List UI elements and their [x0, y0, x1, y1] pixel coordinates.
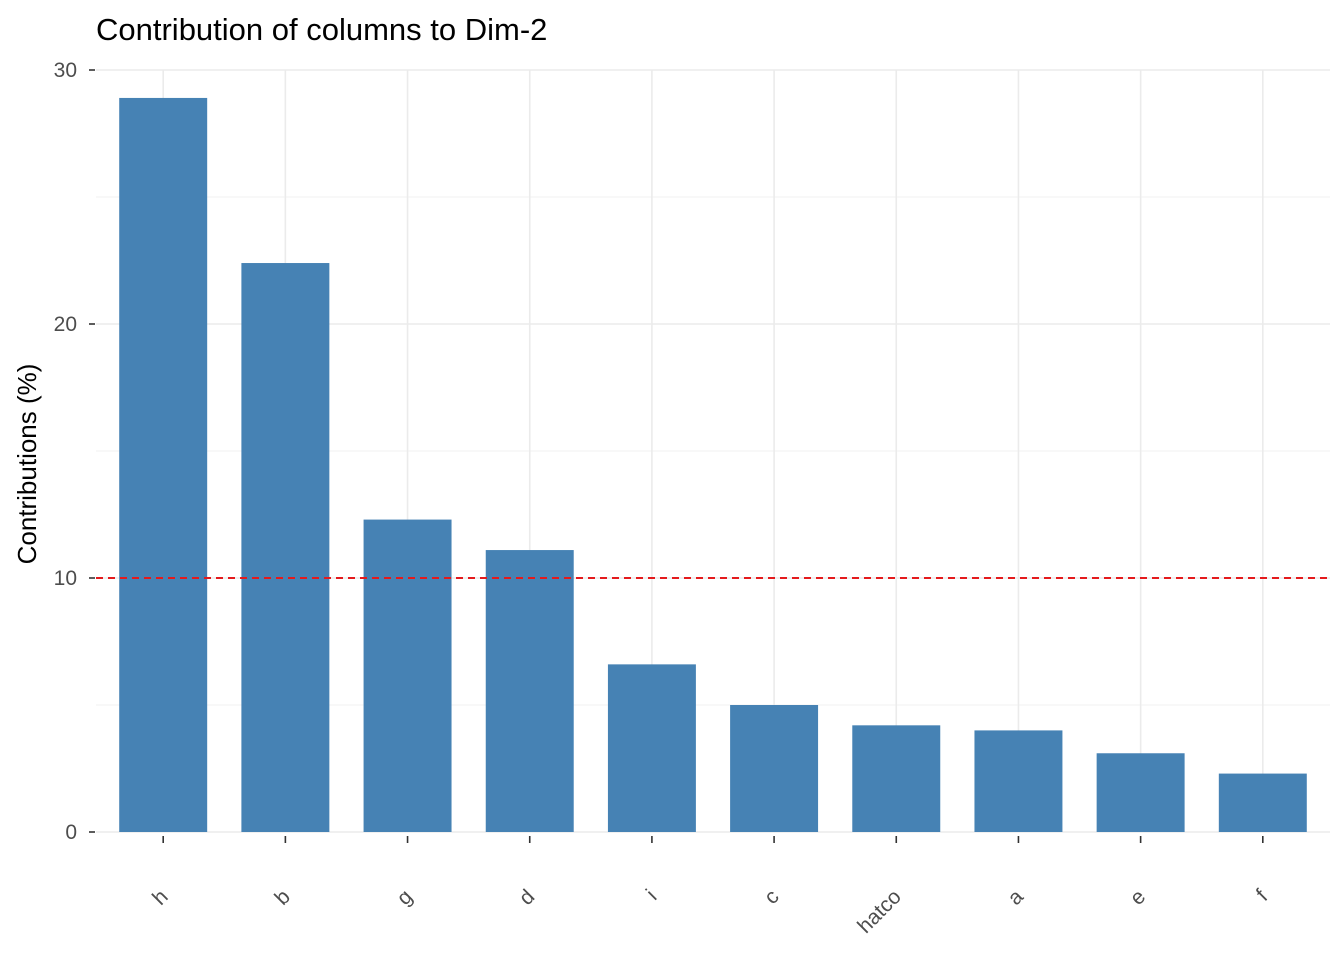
x-axis: h b g d i c hatco a e f — [148, 836, 1272, 938]
y-tick-label: 0 — [65, 821, 77, 844]
x-tick-label: g — [393, 885, 418, 910]
bar-f — [1218, 773, 1307, 832]
x-tick-label: hatco — [853, 885, 906, 938]
x-tick-label: a — [1003, 885, 1028, 910]
bar-b — [241, 263, 330, 832]
x-tick-label: e — [1126, 885, 1151, 910]
bar-hatco — [852, 725, 941, 832]
y-axis-label: Contributions (%) — [12, 364, 42, 565]
y-tick-label: 20 — [54, 313, 77, 336]
x-tick-label: i — [642, 885, 662, 905]
chart-title: Contribution of columns to Dim-2 — [96, 12, 547, 47]
x-tick-label: c — [760, 885, 784, 909]
bar-g — [363, 519, 452, 832]
y-tick-label: 10 — [54, 567, 77, 590]
bar-i — [607, 664, 696, 832]
bar-e — [1096, 753, 1185, 832]
bars — [119, 97, 1307, 832]
x-tick-label: b — [270, 885, 295, 910]
bar-c — [730, 705, 819, 832]
x-tick-label: f — [1252, 885, 1273, 906]
bar-d — [485, 550, 574, 832]
x-tick-label: d — [515, 885, 540, 910]
x-tick-label: h — [148, 885, 173, 910]
y-axis: 0 10 20 30 — [54, 59, 95, 844]
bar-h — [119, 97, 208, 832]
y-tick-label: 30 — [54, 59, 77, 82]
bar-a — [974, 730, 1063, 832]
